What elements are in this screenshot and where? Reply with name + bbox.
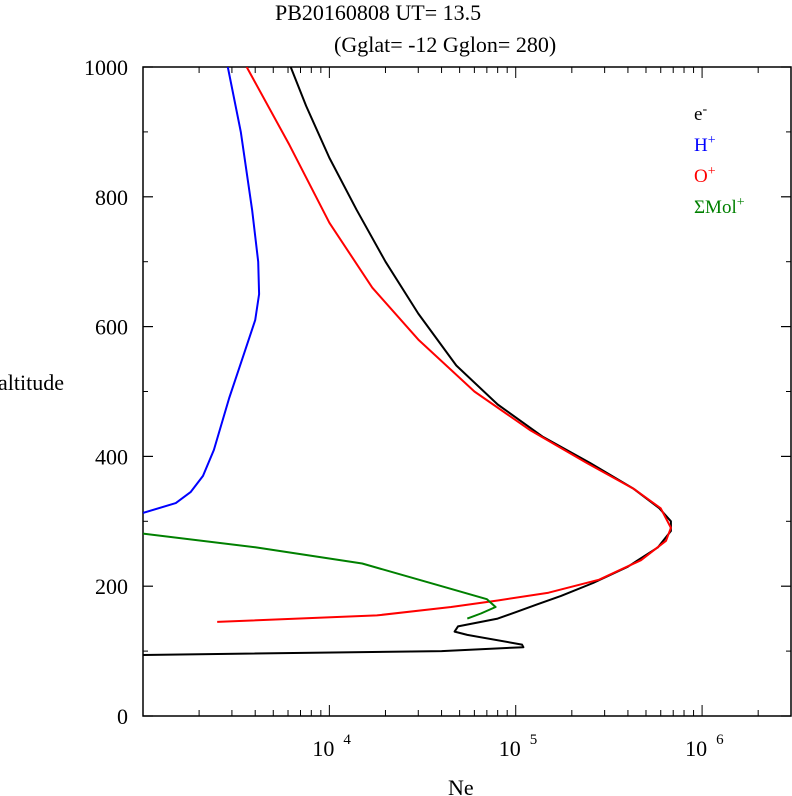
y-tick-label: 800 xyxy=(95,185,128,210)
series-line-0 xyxy=(143,67,672,656)
y-axis-ticks: 0 200 400 600 800 1000 xyxy=(84,55,791,729)
y-tick-label: 600 xyxy=(95,315,128,340)
x-tick-exponent: 6 xyxy=(716,732,724,748)
legend-entry: e- xyxy=(694,102,707,126)
x-axis-label: Ne xyxy=(448,775,474,796)
series-line-1 xyxy=(143,67,261,514)
x-tick-exponent: 5 xyxy=(530,732,538,748)
series-line-2 xyxy=(217,67,672,623)
chart-title: PB20160808 UT= 13.5 xyxy=(275,0,481,25)
legend: e- H+ O+ ΣMol+ xyxy=(694,102,745,219)
x-tick-label: 10 xyxy=(499,736,521,761)
legend-entry: H+ xyxy=(694,133,716,157)
y-tick-label: 200 xyxy=(95,574,128,599)
y-tick-label: 400 xyxy=(95,444,128,469)
x-tick-label: 10 xyxy=(685,736,707,761)
x-axis-ticks: 10 4 10 5 10 6 xyxy=(142,67,792,761)
plot-frame xyxy=(142,66,792,717)
x-tick-label: 10 xyxy=(312,736,334,761)
legend-entry: ΣMol+ xyxy=(694,195,745,219)
x-tick-exponent: 4 xyxy=(343,732,351,748)
y-tick-label: 1000 xyxy=(84,55,128,80)
chart-subtitle: (Gglat= -12 Gglon= 280) xyxy=(334,32,556,57)
y-axis-label: altitude xyxy=(0,370,64,395)
y-tick-label: 0 xyxy=(117,704,128,729)
legend-entry: O+ xyxy=(694,164,716,188)
series-line-3 xyxy=(143,532,497,620)
series-lines xyxy=(143,67,672,656)
